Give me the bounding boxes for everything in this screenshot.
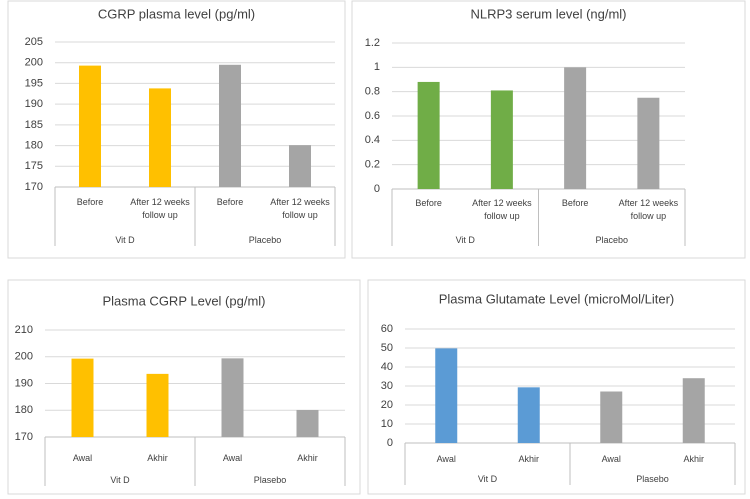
group-label: Plasebo [636,474,669,484]
y-tick-label: 0.8 [365,86,380,98]
bar [221,358,244,437]
x-tick-label: Akhir [683,454,704,464]
y-tick-label: 30 [381,380,393,392]
bar [637,97,660,189]
x-tick-label: Akhir [297,453,318,463]
x-tick-label: After 12 weeks follow up [472,198,532,221]
chart-frame [367,279,746,495]
x-tick-label: Before [216,197,244,207]
y-tick-label: 170 [15,431,33,443]
group-label: Plasebo [253,475,287,485]
y-tick-label: 210 [15,324,33,336]
y-tick-label: 180 [15,404,33,416]
x-tick-label: After 12 weeks follow up [130,197,190,220]
x-tick-label: After 12 weeks follow up [618,198,679,221]
bar [79,65,101,187]
group-label: Vit D [477,474,498,484]
bar [289,145,311,187]
bar [146,373,169,437]
y-tick-label: 190 [25,98,43,110]
bar [435,348,458,443]
group-label: Vit D [110,475,130,485]
chart-title: CGRP plasma level (pg/ml) [98,6,255,21]
chart-title: NLRP3 serum level (ng/ml) [470,6,626,21]
y-tick-label: 200 [15,351,33,363]
bar [417,81,440,189]
y-tick-label: 0 [374,183,380,195]
group-label: Placebo [595,235,629,245]
group-label: Placebo [248,235,282,245]
x-tick-label: Awal [436,454,456,464]
chart-frame [351,0,746,259]
x-tick-label: Awal [601,454,621,464]
chart-title: Plasma Glutamate Level (microMol/Liter) [439,291,675,306]
y-tick-label: 180 [25,139,43,151]
y-tick-label: 1.2 [365,37,380,49]
y-tick-label: 10 [381,418,393,430]
y-tick-label: 40 [381,361,393,373]
x-tick-label: After 12 weeks follow up [270,197,330,220]
y-tick-label: 0.4 [365,134,380,146]
y-tick-label: 50 [381,342,393,354]
bar [149,88,171,187]
bar [219,64,241,187]
bar [490,90,513,189]
y-tick-label: 1 [374,61,380,73]
bar [71,358,94,437]
y-tick-label: 195 [25,77,43,89]
y-tick-label: 0.2 [365,159,380,171]
y-tick-label: 0 [387,437,393,449]
x-tick-label: Awal [72,453,93,463]
bar [682,378,705,443]
x-tick-label: Akhir [147,453,168,463]
y-tick-label: 185 [25,119,43,131]
group-label: Vit D [115,235,135,245]
y-tick-label: 170 [25,181,43,193]
y-tick-label: 205 [25,36,43,48]
y-tick-label: 60 [381,323,393,335]
chart-title: Plasma CGRP Level (pg/ml) [102,293,265,308]
chart-frame [7,0,346,259]
x-tick-label: Before [415,198,442,208]
y-tick-label: 20 [381,399,393,411]
x-tick-label: Before [76,197,104,207]
x-tick-label: Before [561,198,589,208]
bar [296,409,319,437]
chart-frame [7,279,361,495]
y-tick-label: 175 [25,160,43,172]
bar [564,67,587,189]
y-tick-label: 0.6 [365,110,380,122]
bar [600,391,623,443]
x-tick-label: Akhir [518,454,539,464]
group-label: Vit D [455,235,475,245]
y-tick-label: 190 [15,377,33,389]
x-tick-label: Awal [222,453,243,463]
y-tick-label: 200 [25,57,43,69]
bar [517,387,540,443]
